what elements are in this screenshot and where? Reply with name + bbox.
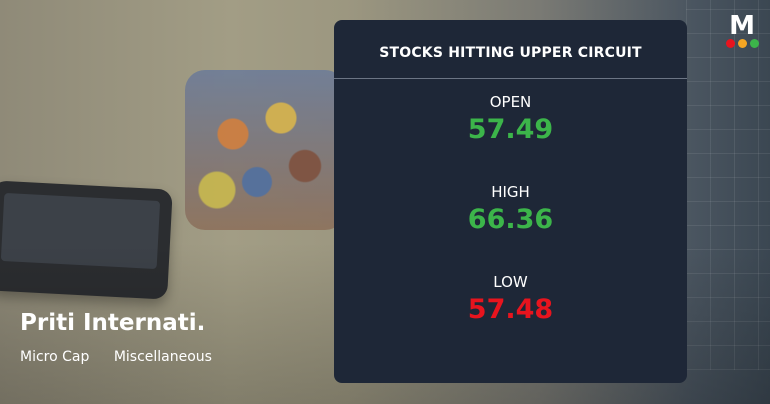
logo-letter: M (729, 11, 755, 41)
high-row: HIGH 66.36 (334, 183, 687, 273)
open-value: 57.49 (467, 114, 554, 145)
low-value: 57.48 (467, 294, 554, 325)
low-row: LOW 57.48 (334, 273, 687, 363)
brand-logo: M (722, 11, 762, 56)
stock-tags: Micro Cap Miscellaneous (20, 349, 232, 365)
candy-jar-image (185, 70, 345, 230)
high-value: 66.36 (467, 204, 554, 235)
open-row: OPEN 57.49 (334, 93, 687, 183)
market-cap-tag: Micro Cap (20, 349, 90, 365)
open-label: OPEN (489, 93, 532, 111)
low-label: LOW (493, 273, 528, 291)
high-label: HIGH (491, 183, 530, 201)
card-title: STOCKS HITTING UPPER CIRCUIT (334, 20, 687, 79)
monitor-chart-image (686, 0, 770, 370)
sector-tag: Miscellaneous (113, 349, 212, 365)
stock-name: Priti Internati. (20, 310, 206, 336)
price-card: STOCKS HITTING UPPER CIRCUIT OPEN 57.49 … (334, 20, 687, 383)
